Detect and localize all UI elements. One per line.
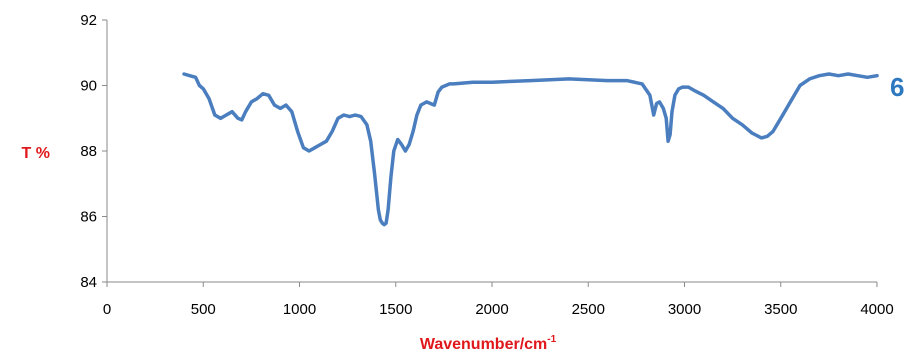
y-tick-label: 92 — [80, 12, 97, 29]
y-tick-label: 86 — [80, 209, 97, 226]
x-tick-label: 3000 — [668, 301, 701, 318]
x-tick-label: 1500 — [379, 301, 412, 318]
y-tick-label: 90 — [80, 78, 97, 95]
chart-axes — [102, 19, 878, 287]
x-axis-title-superscript: -1 — [547, 334, 556, 345]
x-tick-label: 3500 — [764, 301, 797, 318]
x-tick-label: 500 — [191, 301, 216, 318]
y-tick-label: 84 — [80, 274, 97, 291]
spectrum-line — [182, 72, 879, 227]
x-tick-label: 1000 — [283, 301, 316, 318]
x-axis-title-text: Wavenumber/cm — [420, 336, 547, 353]
series-label: 6 — [890, 72, 904, 102]
tick-labels: 84 86 88 90 92 0 500 1000 1500 2000 2500 3000 3500 40… — [80, 12, 893, 318]
y-axis-title: T % — [22, 145, 50, 162]
y-tick-label: 88 — [80, 143, 97, 160]
plot-area — [182, 72, 879, 227]
x-tick-label: 2000 — [475, 301, 508, 318]
x-axis-title: Wavenumber/cm-1 — [420, 334, 557, 353]
x-tick-label: 2500 — [572, 301, 605, 318]
x-tick-label: 4000 — [860, 301, 893, 318]
x-tick-label: 0 — [103, 301, 111, 318]
